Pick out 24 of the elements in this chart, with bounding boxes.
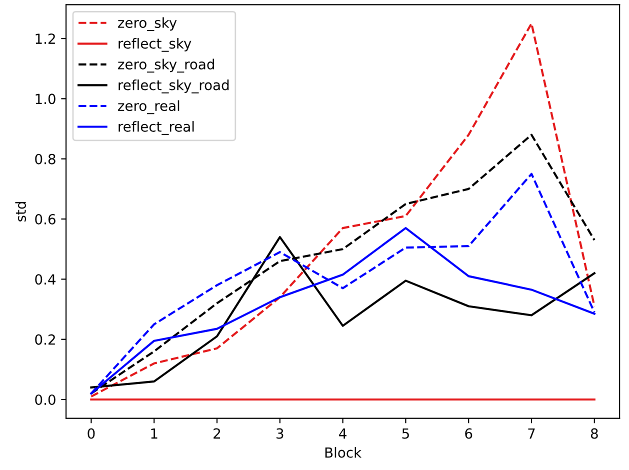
x-tick-label: 2 bbox=[214, 428, 220, 439]
y-tick-label: 0.0 bbox=[35, 394, 56, 405]
x-tick-label: 5 bbox=[402, 428, 409, 439]
legend-label: zero_sky_road bbox=[118, 58, 214, 73]
x-tick-label: 1 bbox=[151, 428, 158, 439]
legend-label: zero_sky bbox=[118, 17, 177, 32]
y-tick-label: 0.2 bbox=[35, 334, 55, 345]
x-axis-title: Block bbox=[325, 447, 362, 458]
y-tick-label: 0.4 bbox=[35, 274, 56, 285]
y-tick-label: 0.8 bbox=[35, 154, 56, 164]
legend-label: reflect_sky_road bbox=[118, 80, 229, 94]
x-tick-label: 7 bbox=[528, 428, 535, 439]
x-tick-label: 8 bbox=[590, 428, 598, 439]
x-tick-label: 3 bbox=[276, 428, 284, 439]
legend-label: reflect_sky bbox=[118, 38, 192, 52]
legend-label: reflect_real bbox=[118, 121, 194, 135]
legend-label: zero_real bbox=[118, 100, 180, 114]
y-tick-label: 0.6 bbox=[35, 214, 56, 224]
x-tick-label: 0 bbox=[88, 428, 95, 439]
y-axis-title: std bbox=[15, 202, 26, 222]
y-tick-label: 1.2 bbox=[36, 34, 55, 44]
x-tick-label: 6 bbox=[465, 428, 472, 439]
y-tick-label: 1.0 bbox=[36, 94, 56, 104]
x-tick-label: 4 bbox=[339, 428, 346, 439]
